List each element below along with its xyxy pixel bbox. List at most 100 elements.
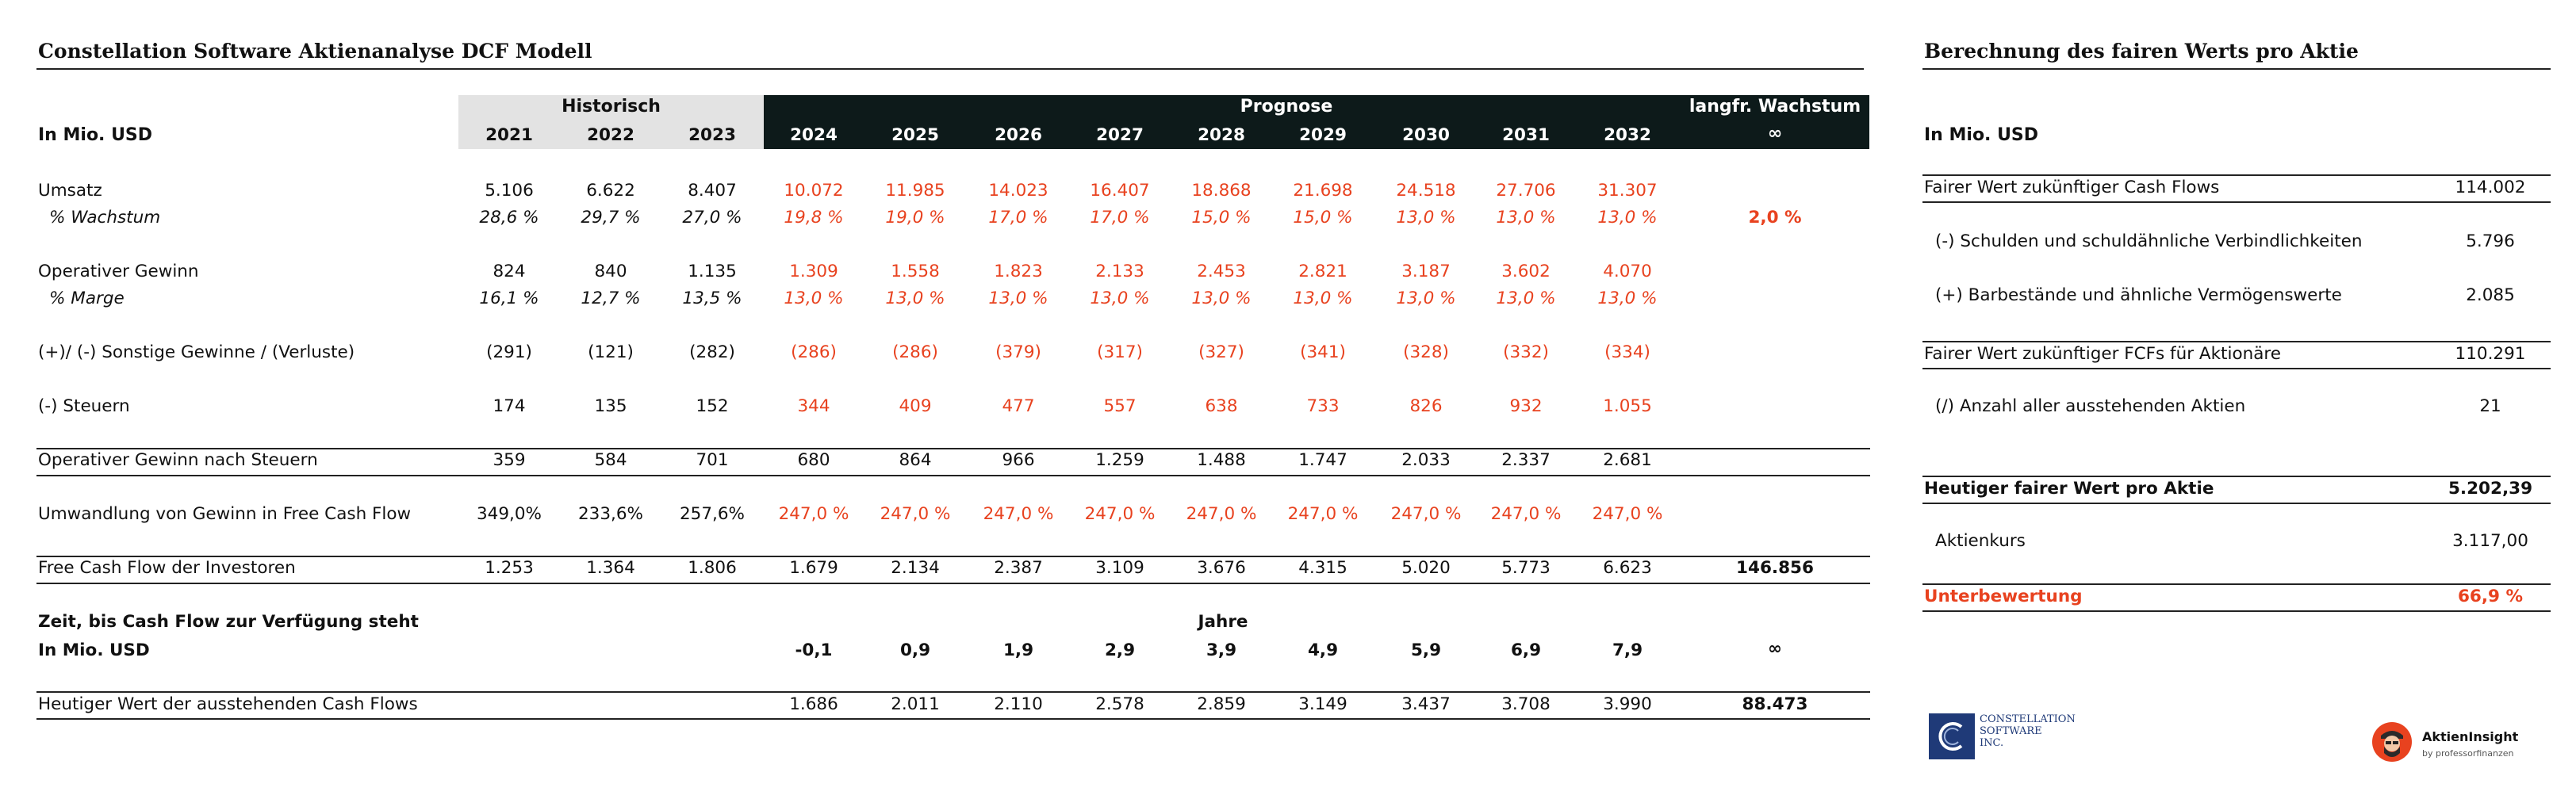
row-value: (379) [995,342,1041,362]
row-value: 247,0 % [983,504,1054,524]
row-value: 477 [1002,396,1035,416]
row-value: 17,0 % [988,208,1048,227]
row-value: 12,7 % [581,289,641,308]
fair-value-label: Fairer Wert zukünftiger Cash Flows [1924,178,2220,197]
row-label: (+)/ (-) Sonstige Gewinne / (Verluste) [38,342,355,362]
row-value: (327) [1198,342,1244,362]
row-value: 864 [899,450,932,470]
row-value: 29,7 % [581,208,641,227]
row-value: 8.407 [688,181,737,201]
row-label: % Wachstum [49,208,161,227]
row-value: (332) [1503,342,1549,362]
brand-name: AktienInsight [2422,729,2519,744]
row-value: 5.773 [1501,558,1551,578]
row-value: 826 [1409,396,1443,416]
row-value: 2.681 [1603,450,1652,470]
row-value: 21.698 [1293,181,1353,201]
time-unit-label: In Mio. USD [38,640,150,660]
pv-value: 3.708 [1501,694,1551,714]
row-value: 1.823 [994,262,1043,281]
row-value: 2.453 [1197,262,1246,281]
year-header: 2027 [1096,125,1144,145]
row-value: 1.679 [789,558,838,578]
unit-label: In Mio. USD [38,125,153,145]
year-header: 2032 [1604,125,1651,145]
row-value: 247,0 % [1592,504,1663,524]
row-value: 701 [696,450,729,470]
row-value: 349,0% [477,504,542,524]
brand-sub: by professorfinanzen [2422,748,2514,759]
row-long-term: 2,0 % [1748,208,1802,227]
row-value: (286) [892,342,938,362]
row-value: 1.259 [1095,450,1144,470]
row-value: 28,6 % [479,208,539,227]
row-label: Operativer Gewinn nach Steuern [38,450,318,470]
row-value: 557 [1103,396,1137,416]
constellation-line1: CONSTELLATION [1980,713,2076,725]
row-value: 16,1 % [479,289,539,308]
row-value: 6.622 [586,181,635,201]
year-header: 2023 [688,125,736,145]
row-value: 31.307 [1597,181,1658,201]
fair-value-label: Unterbewertung [1924,587,2083,606]
year-header: 2025 [891,125,939,145]
row-value: 3.109 [1095,558,1144,578]
group-historic: Historisch [562,97,661,117]
pv-value: 2.011 [891,694,940,714]
pv-value: 2.578 [1095,694,1144,714]
row-value: 13,0 % [1597,289,1658,308]
row-value: 17,0 % [1090,208,1150,227]
constellation-line2: SOFTWARE [1980,725,2042,737]
year-header: 2026 [995,125,1042,145]
pv-lt: 88.473 [1742,694,1808,714]
time-value: 3,9 [1206,640,1237,660]
year-header: 2024 [790,125,838,145]
row-value: 4.315 [1298,558,1347,578]
pv-value: 3.149 [1298,694,1347,714]
row-value: 2.387 [994,558,1043,578]
fair-value-label: Heutiger fairer Wert pro Aktie [1924,479,2214,499]
row-value: 13,0 % [1090,289,1150,308]
time-value: 2,9 [1104,640,1136,660]
row-value: 247,0 % [1186,504,1257,524]
time-lt: ∞ [1768,639,1782,659]
row-value: 13,0 % [1396,289,1456,308]
row-value: 19,0 % [885,208,945,227]
fair-value-label: (+) Barbestände und ähnliche Vermögenswe… [1935,285,2342,305]
row-value: 19,8 % [784,208,844,227]
pv-label: Heutiger Wert der ausstehenden Cash Flow… [38,694,418,714]
row-value: 247,0 % [778,504,849,524]
row-value: 13,0 % [1191,289,1252,308]
fair-value-value: 21 [2479,396,2501,416]
row-value: (328) [1403,342,1449,362]
row-label: Free Cash Flow der Investoren [38,558,296,578]
long-term-symbol: ∞ [1767,124,1783,143]
group-forecast: Prognose [1240,97,1333,117]
row-value: 359 [493,450,526,470]
year-header: 2021 [485,125,533,145]
row-value: 13,0 % [1496,289,1556,308]
row-value: 135 [594,396,627,416]
row-value: 638 [1205,396,1238,416]
row-value: 1.558 [891,262,940,281]
row-value: 247,0 % [1287,504,1359,524]
row-value: 15,0 % [1191,208,1252,227]
row-value: 233,6% [578,504,643,524]
group-long-term: langfr. Wachstum [1689,97,1861,117]
row-value: 2.133 [1095,262,1144,281]
fair-value-label: Fairer Wert zukünftiger FCFs für Aktionä… [1924,344,2281,364]
row-value: (291) [486,342,532,362]
row-value: 344 [797,396,830,416]
pv-value: 2.859 [1197,694,1246,714]
year-header: 2029 [1299,125,1347,145]
year-header: 2031 [1502,125,1550,145]
rule-nopat-top [36,448,1870,449]
historic-header-bg [458,95,764,149]
fair-value-value: 5.796 [2466,231,2515,251]
pv-value: 2.110 [994,694,1043,714]
fair-value-value: 5.202,39 [2448,479,2533,499]
rule-pv-top [36,691,1870,693]
row-value: 3.676 [1197,558,1246,578]
years-word: Jahre [1198,612,1248,632]
rule-fcf-top [36,556,1870,557]
